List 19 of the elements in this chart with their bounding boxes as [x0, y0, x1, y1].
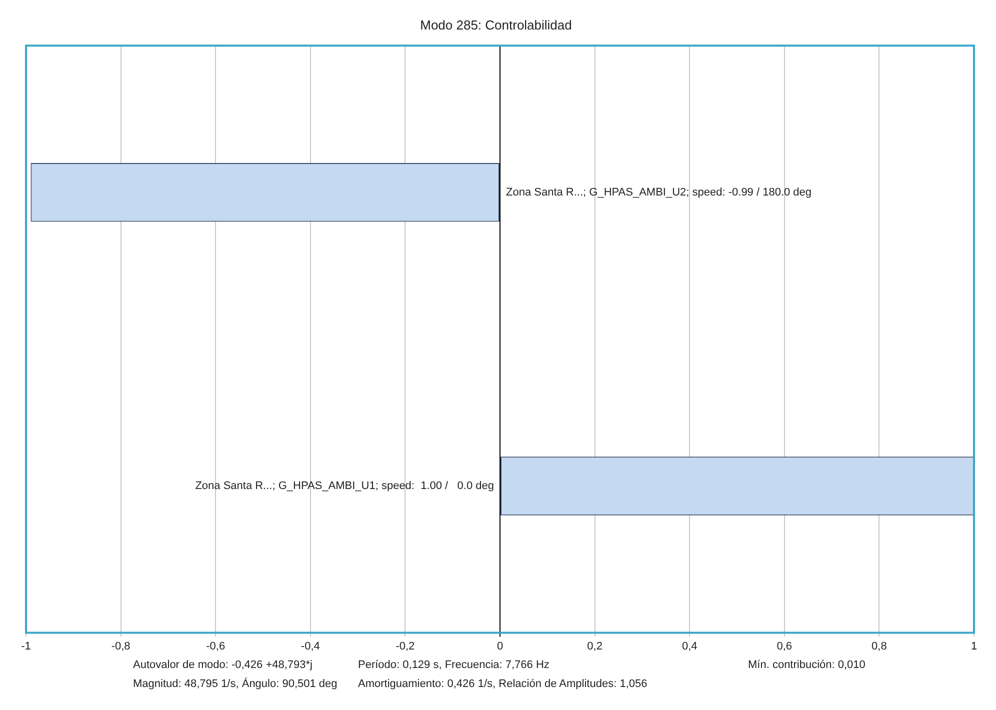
data-label: Zona Santa R...; G_HPAS_AMBI_U1; speed: 1.00 / 0.0 deg [195, 480, 494, 492]
text: Amortiguamiento: 0,426 1/s, Relación de Amplitudes: 1,056 [358, 677, 648, 692]
data-label: Zona Santa R...; G_HPAS_AMBI_U2; speed: -0.99 / 180.0 deg [506, 186, 812, 198]
x-tick-label: 0,2 [587, 640, 602, 652]
text: Autovalor de modo: -0,426 +48,793*j [133, 658, 314, 673]
text: Magnitud: 48,795 1/s, Ángulo: 90,501 deg [133, 676, 338, 692]
x-tick-label: -0,2 [396, 640, 415, 652]
x-tick-label: -0,6 [206, 640, 226, 652]
chart-title: Modo 285: Controlabilidad [420, 17, 572, 32]
text: Mín. contribución: 0,010 [748, 658, 866, 673]
text: Período: 0,129 s, Frecuencia: 7,766 Hz [358, 658, 550, 673]
x-tick-label: 0 [496, 640, 504, 652]
x-tick-label: 0,8 [872, 640, 887, 652]
x-tick-label: -0,4 [300, 640, 320, 652]
x-tick-label: 1 [970, 640, 978, 652]
x-tick-label: 0,4 [682, 640, 698, 652]
x-tick-label: -1 [21, 640, 31, 652]
x-tick-label: -0,8 [111, 640, 130, 652]
x-tick-label: 0,6 [776, 640, 792, 652]
